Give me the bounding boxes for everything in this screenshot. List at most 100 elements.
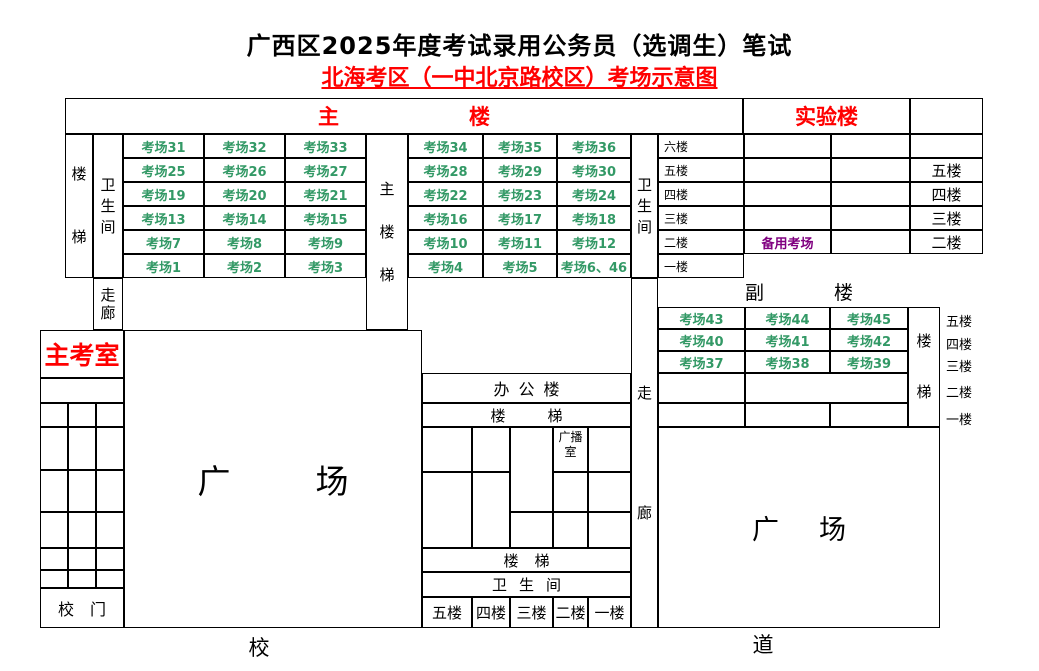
exam-room-cell: 考场10	[408, 230, 483, 254]
exam-room-cell: 考场39	[830, 351, 908, 373]
floor-label: 三楼	[658, 206, 744, 230]
exam-room-cell: 考场9	[285, 230, 366, 254]
exam-room-cell: 考场8	[204, 230, 285, 254]
floor-label: 四楼	[910, 182, 983, 206]
char: 廊	[636, 503, 652, 522]
char: 主	[318, 105, 339, 129]
floor-label: 二楼	[553, 597, 588, 628]
admin-grid-cell	[40, 512, 68, 548]
exam-room-cell: 考场31	[123, 134, 204, 158]
char: 卫	[636, 175, 652, 194]
char: 梯	[71, 228, 87, 246]
backup-room-cell: 备用考场	[744, 230, 831, 254]
annex-empty-cell	[830, 403, 908, 427]
admin-grid-cell	[96, 470, 124, 512]
floor-label: 五楼	[658, 158, 744, 182]
lab-room-cell	[831, 182, 910, 206]
exam-room-cell: 考场41	[745, 329, 830, 351]
floor-label: 四楼	[472, 597, 510, 628]
char: 公	[518, 380, 535, 399]
char: 校	[57, 600, 74, 619]
annex-building-label: 副楼	[658, 277, 940, 305]
admin-grid-cell	[96, 570, 124, 588]
office-stairs-bottom: 楼梯	[422, 548, 631, 572]
exam-room-cell: 考场37	[658, 351, 745, 373]
char: 楼	[834, 281, 854, 304]
exam-room-cell: 考场15	[285, 206, 366, 230]
exam-room-cell: 考场44	[745, 307, 830, 329]
char: 梯	[534, 551, 550, 570]
office-room-cell	[553, 472, 588, 512]
floor-label: 一楼	[946, 412, 973, 428]
exam-room-cell: 考场32	[204, 134, 285, 158]
admin-empty-cell	[40, 378, 124, 403]
admin-grid-cell	[68, 470, 96, 512]
exam-room-cell: 考场33	[285, 134, 366, 158]
floor-label: 三楼	[946, 359, 973, 375]
char: 卫	[491, 576, 507, 594]
office-restroom: 卫生间	[422, 572, 631, 597]
char: 梯	[547, 406, 563, 425]
lab-room-cell	[831, 230, 910, 254]
exam-room-cell: 考场16	[408, 206, 483, 230]
floor-label	[910, 134, 983, 158]
char: 广	[752, 515, 779, 546]
exam-room-cell: 考场29	[483, 158, 557, 182]
char: 生	[100, 196, 116, 215]
exam-room-cell: 考场19	[123, 182, 204, 206]
office-room-cell	[422, 427, 472, 472]
exam-room-cell: 考场3	[285, 254, 366, 278]
annex-stairs: 楼梯	[908, 307, 940, 427]
admin-grid-cell	[68, 570, 96, 588]
char: 楼	[469, 105, 490, 129]
exam-room-cell: 考场35	[483, 134, 557, 158]
broadcast-room-cell: 广播室	[553, 427, 588, 472]
corridor-right: 走廊	[631, 278, 658, 628]
admin-grid-cell	[40, 548, 68, 570]
lab-room-cell	[831, 158, 910, 182]
exam-room-cell: 考场27	[285, 158, 366, 182]
exam-room-cell: 考场20	[204, 182, 285, 206]
floor-label: 二楼	[946, 385, 973, 401]
office-room-cell	[510, 427, 553, 512]
plaza-right: 广场	[658, 427, 940, 628]
exam-room-cell: 考场34	[408, 134, 483, 158]
header-empty-cell	[910, 98, 983, 134]
exam-room-cell: 考场17	[483, 206, 557, 230]
office-room-cell	[422, 472, 472, 548]
exam-room-cell: 考场14	[204, 206, 285, 230]
char: 楼	[503, 551, 519, 570]
main-exam-office: 主考室	[40, 330, 124, 378]
admin-grid-cell	[68, 427, 96, 470]
floor-label: 五楼	[946, 314, 973, 330]
exam-room-cell: 考场21	[285, 182, 366, 206]
lab-room-cell	[831, 134, 910, 158]
exam-room-cell: 考场7	[123, 230, 204, 254]
page-title: 广西区2025年度考试录用公务员（选调生）笔试	[246, 32, 793, 60]
char: 走	[636, 383, 652, 402]
char: 间	[546, 576, 562, 594]
exam-room-cell: 考场12	[557, 230, 631, 254]
restroom-right: 卫生间	[631, 134, 658, 278]
char: 场	[315, 462, 349, 501]
char: 走	[100, 285, 116, 304]
exam-room-cell: 考场38	[745, 351, 830, 373]
admin-grid-cell	[68, 548, 96, 570]
exam-room-cell: 考场6、46	[557, 254, 631, 278]
char: 主	[379, 179, 395, 198]
char: 间	[636, 217, 652, 236]
exam-room-cell: 考场2	[204, 254, 285, 278]
exam-room-cell: 考场11	[483, 230, 557, 254]
char: 门	[90, 600, 107, 619]
exam-room-cell: 考场13	[123, 206, 204, 230]
corridor-left: 走廊	[93, 278, 123, 330]
char: 场	[819, 515, 846, 546]
char: 廊	[100, 303, 116, 322]
road-label: 校	[248, 636, 270, 660]
char: 卫	[100, 175, 116, 194]
road-label: 道	[752, 633, 774, 657]
exam-room-cell: 考场22	[408, 182, 483, 206]
exam-room-cell: 考场30	[557, 158, 631, 182]
exam-room-cell: 考场45	[830, 307, 908, 329]
char: 楼	[71, 165, 87, 183]
